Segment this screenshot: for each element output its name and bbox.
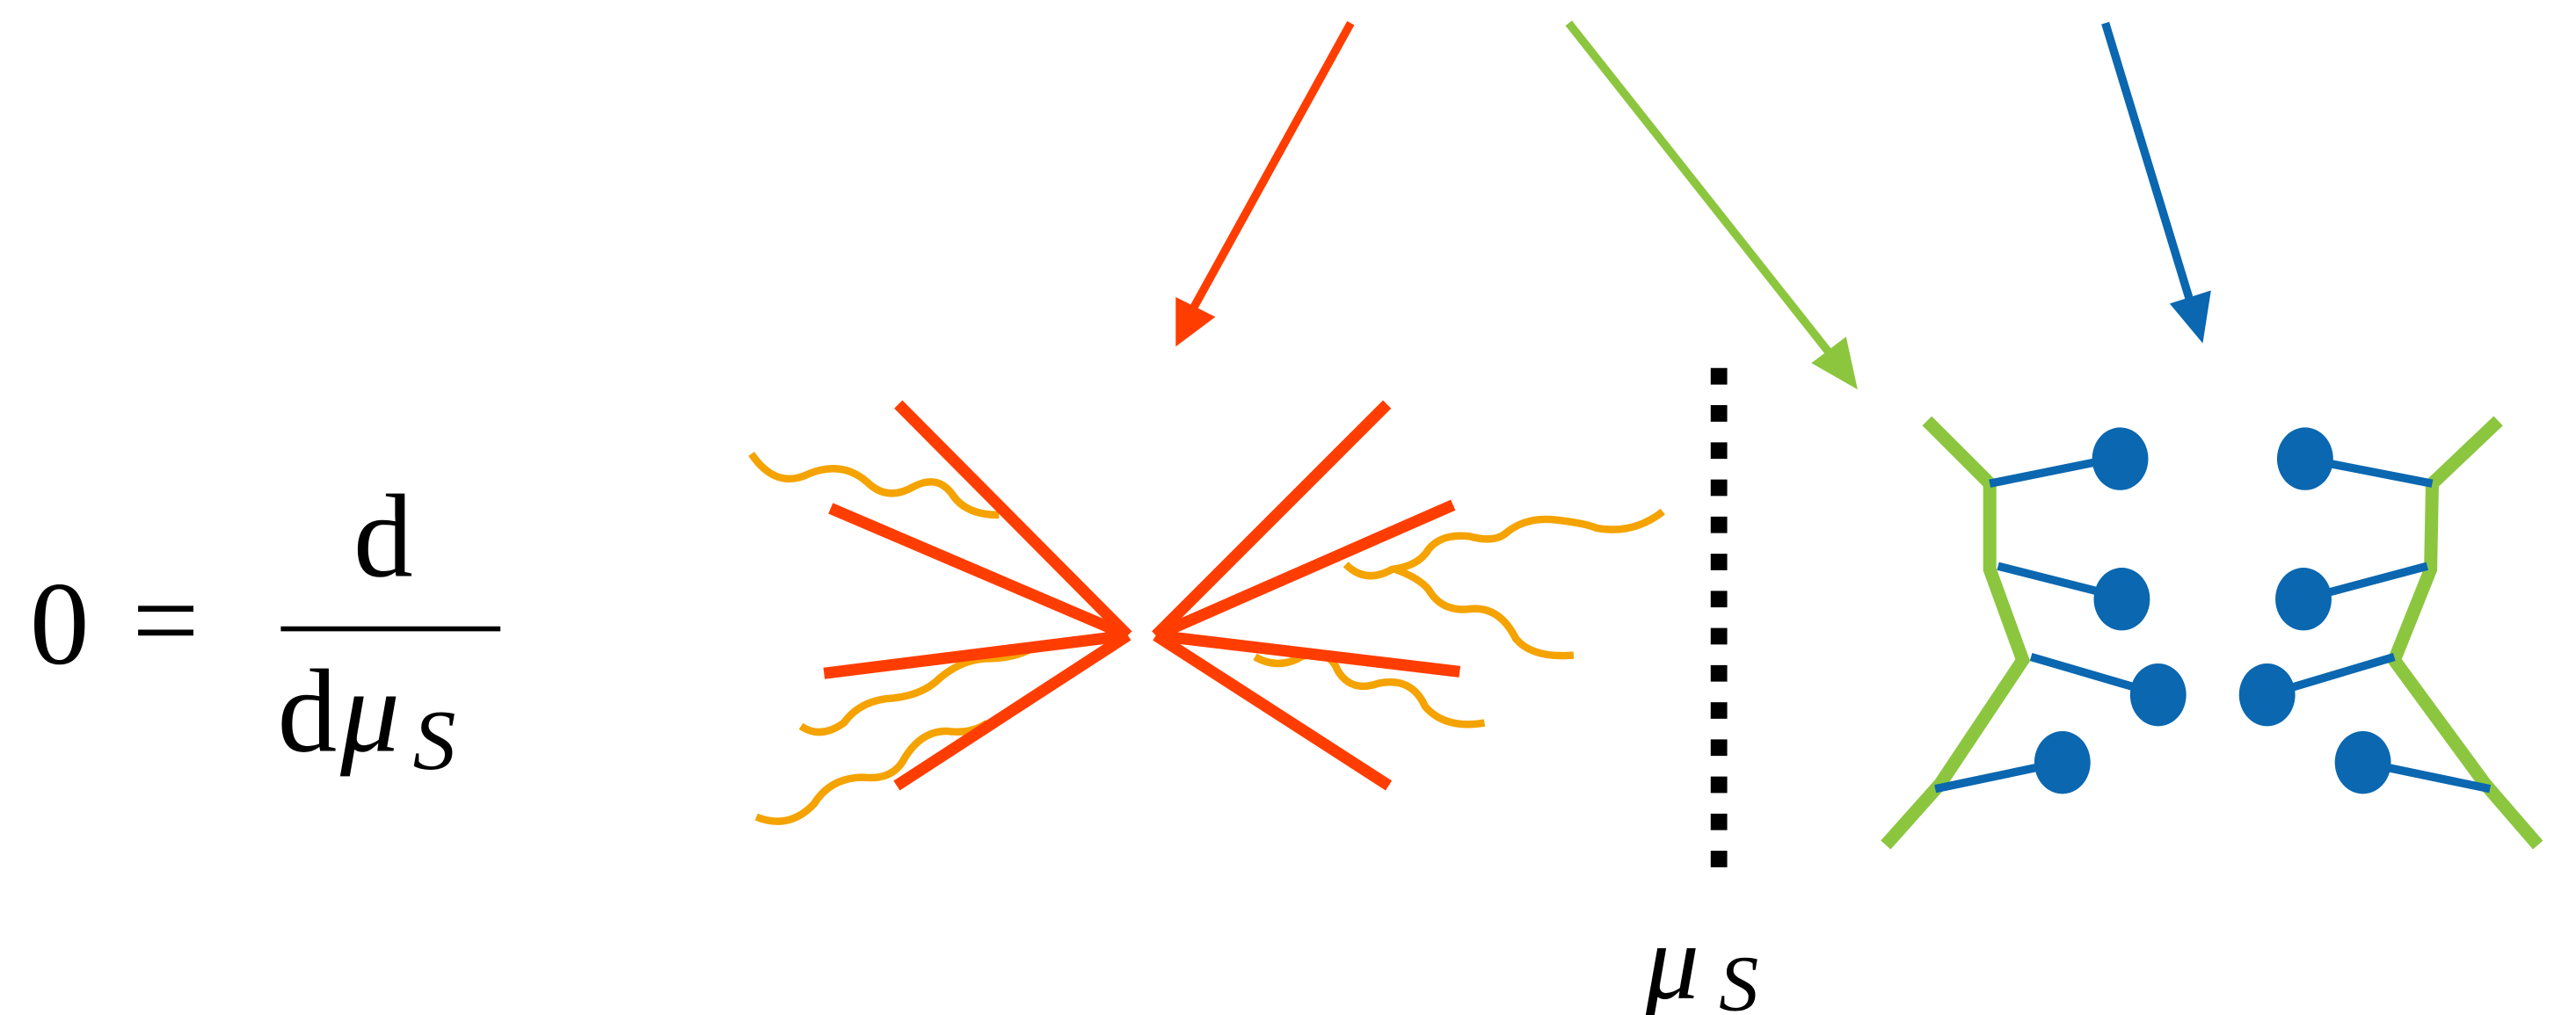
divider-subscript: S [1719,940,1758,1015]
page: 0 = d d μ S μ S [0,0,2576,1015]
fraction-subscript: S [413,693,456,788]
equation-lhs: 0 [30,559,90,690]
hadrons [2034,427,2391,794]
equation-operator: = [132,555,199,686]
divider-symbol: μ [1644,902,1699,1015]
diagram: 0 = d d μ S μ S [0,0,2576,1015]
arrows [1175,23,2211,389]
jets [824,404,1459,786]
fraction-denominator: d [278,647,338,778]
fraction-variable: μ [339,647,400,778]
fraction-numerator: d [353,471,413,602]
